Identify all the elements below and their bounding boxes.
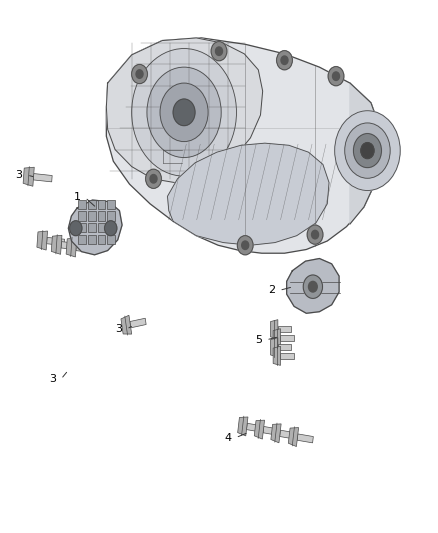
Bar — [78, 211, 86, 221]
Circle shape — [146, 169, 161, 188]
Bar — [107, 235, 115, 244]
Bar — [98, 199, 106, 209]
Polygon shape — [121, 315, 132, 334]
Polygon shape — [280, 430, 296, 439]
Polygon shape — [271, 320, 278, 339]
Circle shape — [105, 221, 117, 236]
Bar — [107, 199, 115, 209]
Circle shape — [242, 241, 249, 249]
Circle shape — [332, 72, 339, 80]
Polygon shape — [280, 335, 294, 342]
Polygon shape — [247, 423, 263, 432]
Polygon shape — [254, 420, 265, 439]
Polygon shape — [106, 38, 263, 182]
Circle shape — [237, 236, 253, 255]
Circle shape — [308, 281, 317, 292]
Text: 2: 2 — [268, 286, 275, 295]
Circle shape — [303, 275, 322, 298]
Polygon shape — [238, 417, 248, 436]
Circle shape — [215, 47, 223, 55]
Circle shape — [132, 64, 148, 84]
Circle shape — [307, 225, 323, 244]
Bar — [98, 235, 106, 244]
Polygon shape — [287, 259, 339, 313]
Text: 3: 3 — [115, 324, 122, 334]
Polygon shape — [278, 326, 291, 333]
Circle shape — [136, 70, 143, 78]
Circle shape — [311, 230, 318, 239]
Polygon shape — [66, 238, 77, 257]
Polygon shape — [51, 235, 62, 254]
Circle shape — [353, 134, 381, 167]
Polygon shape — [263, 426, 279, 435]
Circle shape — [345, 123, 390, 178]
Circle shape — [328, 67, 344, 86]
Circle shape — [211, 42, 227, 61]
Bar — [88, 235, 96, 244]
Bar — [98, 223, 106, 232]
Polygon shape — [350, 83, 381, 224]
Polygon shape — [280, 353, 294, 359]
Polygon shape — [288, 427, 299, 447]
Polygon shape — [106, 38, 381, 253]
Text: 3: 3 — [15, 170, 22, 180]
Bar — [78, 235, 86, 244]
Bar — [88, 211, 96, 221]
Polygon shape — [278, 344, 291, 351]
Polygon shape — [76, 244, 94, 253]
Bar — [98, 211, 106, 221]
Polygon shape — [167, 143, 329, 245]
Bar — [78, 223, 86, 232]
Circle shape — [160, 83, 208, 142]
Polygon shape — [61, 241, 79, 250]
Text: 1: 1 — [74, 192, 81, 203]
Bar — [78, 199, 86, 209]
Text: 4: 4 — [224, 433, 231, 443]
Polygon shape — [271, 424, 281, 443]
Text: 5: 5 — [255, 335, 262, 345]
Circle shape — [132, 49, 237, 176]
Polygon shape — [46, 237, 65, 246]
Circle shape — [277, 51, 292, 70]
Bar — [88, 223, 96, 232]
Polygon shape — [271, 338, 278, 357]
Bar — [88, 199, 96, 209]
Polygon shape — [273, 346, 280, 366]
Circle shape — [150, 174, 157, 183]
Circle shape — [147, 67, 221, 158]
Circle shape — [361, 143, 374, 159]
Polygon shape — [130, 318, 146, 328]
Circle shape — [281, 56, 288, 64]
Polygon shape — [33, 174, 52, 182]
Polygon shape — [297, 434, 313, 443]
Polygon shape — [37, 231, 48, 250]
Polygon shape — [23, 167, 34, 186]
Circle shape — [335, 111, 400, 190]
Bar — [107, 223, 115, 232]
Polygon shape — [68, 200, 122, 255]
Polygon shape — [273, 329, 280, 348]
Circle shape — [173, 99, 195, 126]
Text: 3: 3 — [49, 374, 57, 384]
Bar — [107, 211, 115, 221]
Circle shape — [70, 221, 82, 236]
